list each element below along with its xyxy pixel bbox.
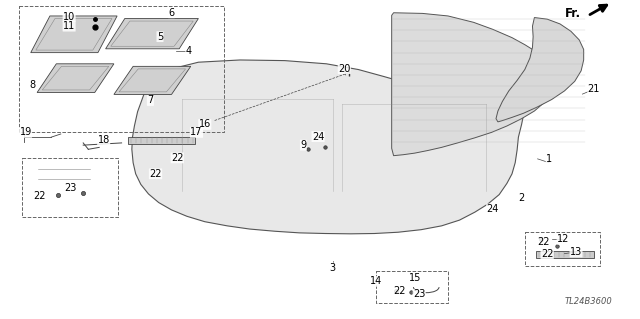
Text: 22: 22 xyxy=(538,237,550,248)
Text: 7: 7 xyxy=(147,95,154,106)
Text: 16: 16 xyxy=(198,119,211,130)
Polygon shape xyxy=(31,16,117,53)
Text: 23: 23 xyxy=(64,183,77,193)
Text: 14: 14 xyxy=(370,276,383,286)
Polygon shape xyxy=(496,18,584,122)
Text: 11: 11 xyxy=(63,21,76,31)
Text: 6: 6 xyxy=(168,8,175,18)
Text: 22: 22 xyxy=(394,286,406,296)
Text: 1: 1 xyxy=(546,154,552,165)
Polygon shape xyxy=(114,66,191,94)
Text: 19: 19 xyxy=(19,127,32,137)
Text: 3: 3 xyxy=(330,263,336,273)
Text: 12: 12 xyxy=(557,234,570,244)
Text: 13: 13 xyxy=(570,247,582,257)
Text: 22: 22 xyxy=(541,249,554,259)
Text: 23: 23 xyxy=(413,289,426,300)
Text: 20: 20 xyxy=(338,63,351,74)
Text: 5: 5 xyxy=(157,32,163,42)
Polygon shape xyxy=(37,64,114,93)
Text: 2: 2 xyxy=(518,193,525,203)
Text: 22: 22 xyxy=(33,191,46,201)
Text: 17: 17 xyxy=(190,127,203,137)
Text: 9: 9 xyxy=(300,140,307,150)
Text: 22: 22 xyxy=(171,153,184,163)
Text: Fr.: Fr. xyxy=(565,7,581,20)
Text: 21: 21 xyxy=(588,84,600,94)
Polygon shape xyxy=(132,60,524,234)
Text: 10: 10 xyxy=(63,11,76,22)
Polygon shape xyxy=(128,137,195,144)
Polygon shape xyxy=(392,13,557,156)
Polygon shape xyxy=(106,19,198,49)
Text: TL24B3600: TL24B3600 xyxy=(565,297,612,306)
Polygon shape xyxy=(536,251,594,258)
Text: 8: 8 xyxy=(29,79,35,90)
Text: 15: 15 xyxy=(408,272,421,283)
Text: 4: 4 xyxy=(186,46,192,56)
Text: 18: 18 xyxy=(97,135,110,145)
Text: 24: 24 xyxy=(486,204,499,214)
Text: 24: 24 xyxy=(312,131,324,142)
Text: 22: 22 xyxy=(149,169,162,179)
